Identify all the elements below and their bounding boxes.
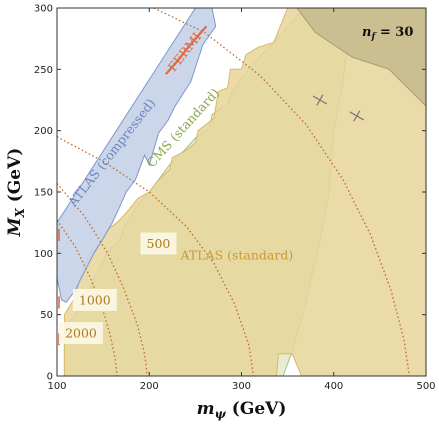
y-tick-label: 300 [34,4,53,15]
boundary-mark-1 [349,110,365,122]
x-axis-title-unit: (GeV) [226,399,287,419]
y-axis-title-sub: X [13,208,27,219]
x-tick-label: 400 [324,381,343,392]
contour-line-3 [153,8,411,376]
y-tick-label: 200 [34,126,53,137]
axes: 100 200 300 400 500 0 50 100 150 200 250 300 [34,4,436,393]
contour-line-1 [57,182,149,376]
nf-annotation-sub: f [370,32,377,42]
x-axis-title-sub: ψ [215,407,227,421]
fermi-line [165,25,208,75]
plot-area: CMS (standard)ATLAS (standard)ATLAS (com… [57,8,426,376]
contour-label-2000: 2000 [58,322,103,345]
nf-annotation-n: n [362,25,371,40]
x-axis-title-main: m [197,399,215,419]
nf-annotation: nf = 30 [362,25,413,42]
nf-annotation-value: = 30 [375,25,413,40]
contour-label-500: 500 [140,232,177,255]
y-tick-label: 0 [47,372,53,383]
atlas-compressed-region [57,8,217,304]
contour-label-1000: 1000 [72,288,117,311]
y-tick-label: 250 [34,65,53,76]
x-axis-title: mψ (GeV) [197,399,287,421]
nf-excluded-region [296,8,426,107]
x-tick-label: 100 [47,381,66,392]
y-axis-title-unit: (GeV) [5,148,25,209]
svg-text:500: 500 [147,236,171,251]
boundary-mark-0 [312,94,328,106]
x-tick-label: 500 [416,381,435,392]
atlas-standard-label: ATLAS (standard) [180,247,294,262]
y-tick-label: 100 [34,249,53,260]
y-tick-label: 150 [34,188,53,199]
y-axis-title-main: M [5,216,25,237]
contour-line-2 [57,136,255,376]
x-tick-label: 200 [140,381,159,392]
svg-text:2000: 2000 [65,326,97,341]
svg-text:1000: 1000 [79,292,111,307]
x-tick-label: 300 [232,381,251,392]
y-axis-title: MX (GeV) [5,148,27,238]
y-tick-label: 50 [40,310,53,321]
contour-line-0 [57,219,118,376]
